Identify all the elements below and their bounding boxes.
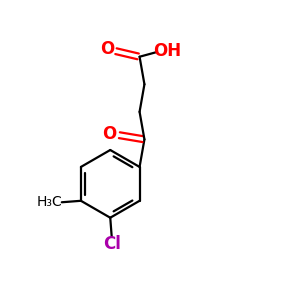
Text: Cl: Cl — [103, 235, 121, 253]
Text: O: O — [100, 40, 114, 58]
Text: H₃C: H₃C — [37, 195, 62, 209]
Text: O: O — [103, 125, 117, 143]
Text: OH: OH — [154, 42, 182, 60]
